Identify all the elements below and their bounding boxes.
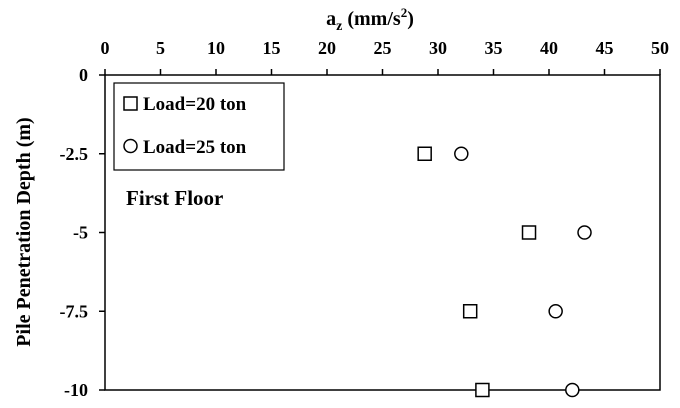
x-tick-label: 40	[540, 38, 558, 58]
legend-label-series-2: Load=25 ton	[143, 137, 247, 158]
y-tick-label: -2.5	[60, 144, 89, 164]
data-point-series-2	[565, 382, 580, 398]
legend-circle-marker-icon	[123, 138, 138, 154]
y-axis-title: Pile Penetration Depth (m)	[13, 117, 35, 346]
legend-square-marker-icon	[123, 96, 138, 111]
data-point-series-1	[521, 225, 537, 240]
data-point-series-1	[475, 382, 490, 398]
x-tick-label: 5	[156, 38, 165, 58]
x-tick-label: 0	[101, 38, 110, 58]
legend-label-series-1: Load=20 ton	[143, 94, 247, 115]
legend-box	[113, 82, 285, 171]
x-tick-label: 10	[207, 38, 225, 58]
x-tick-label: 30	[429, 38, 447, 58]
y-tick-label: 0	[79, 65, 88, 85]
x-axis-ticks: 0 5 10 15 20 25 30 35 40 45 50	[101, 38, 669, 75]
data-point-series-2	[454, 146, 469, 161]
x-tick-label: 15	[263, 38, 281, 58]
y-tick-label: -10	[64, 380, 88, 400]
data-point-series-1	[462, 304, 478, 319]
y-axis-ticks: 0 -2.5 -5 -7.5 -10	[60, 65, 105, 400]
legend: Load=20 ton Load=25 ton	[113, 82, 285, 171]
x-tick-label: 45	[596, 38, 614, 58]
data-point-series-1	[417, 146, 432, 161]
y-tick-label: -5	[73, 223, 88, 243]
x-tick-label: 25	[374, 38, 392, 58]
data-point-series-2	[548, 304, 563, 319]
data-point-series-2	[577, 225, 592, 240]
y-tick-label: -7.5	[60, 301, 89, 321]
annotation-first-floor: First Floor	[126, 186, 223, 210]
x-axis-title: az (mm/s2)	[326, 5, 414, 34]
x-tick-label: 35	[485, 38, 503, 58]
data-points	[417, 146, 592, 398]
x-tick-label: 50	[651, 38, 669, 58]
x-tick-label: 20	[318, 38, 336, 58]
